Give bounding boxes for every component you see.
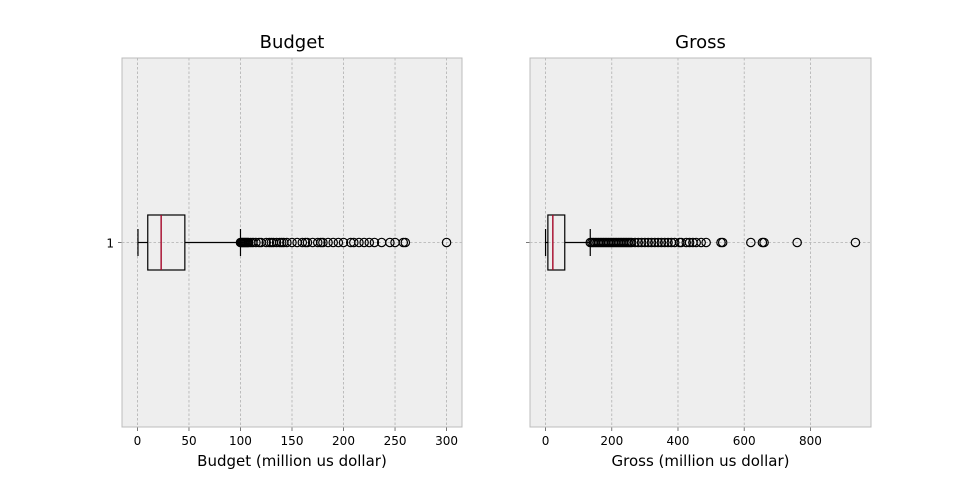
x-tick-label: 800	[799, 434, 822, 448]
x-axis-label: Budget (million us dollar)	[197, 452, 387, 470]
outlier-point	[669, 237, 680, 248]
outlier-point	[302, 237, 313, 248]
outlier-point	[646, 237, 657, 248]
outlier-point	[282, 237, 292, 248]
outlier-point	[650, 237, 660, 248]
outlier-point	[691, 237, 701, 248]
outlier-point	[640, 237, 650, 248]
iqr-box	[547, 214, 566, 271]
axes-frame	[121, 57, 463, 428]
outlier-point	[626, 237, 637, 248]
outlier-point	[659, 237, 670, 248]
outlier-point	[364, 237, 375, 248]
chart-title: Budget	[260, 32, 325, 53]
iqr-box	[147, 214, 186, 271]
outlier-point	[251, 237, 261, 248]
panel-budget: 0 50 100 150 200 250 300 1 Budget Budget (million…	[106, 32, 463, 470]
x-tick-label: 400	[667, 434, 690, 448]
outlier-point	[369, 237, 380, 248]
outlier-point	[333, 237, 344, 248]
outlier-point	[354, 237, 364, 248]
x-tick-label: 0	[542, 434, 550, 448]
outlier-point	[338, 237, 349, 248]
x-axis-label: Gross (million us dollar)	[612, 452, 790, 470]
outlier-point	[441, 237, 452, 248]
outlier-point	[656, 237, 667, 248]
outlier-point	[701, 237, 711, 248]
x-tick-label: 50	[181, 434, 196, 448]
outlier-point	[681, 237, 692, 248]
outlier-point	[696, 237, 706, 248]
outlier-point	[349, 237, 359, 248]
x-tick-label: 200	[600, 434, 623, 448]
x-tick-label: 150	[281, 434, 304, 448]
outlier-point	[261, 237, 272, 248]
x-tick-label: 0	[134, 434, 142, 448]
outlier-point	[323, 237, 333, 248]
outlier-point	[287, 237, 297, 248]
chart-title: Gross	[675, 32, 726, 53]
x-tick-label: 200	[332, 434, 355, 448]
outlier-point	[746, 237, 756, 248]
outlier-point	[850, 237, 861, 248]
outlier-point	[359, 237, 369, 248]
x-tick-label: 600	[733, 434, 756, 448]
outlier-point	[312, 237, 323, 248]
outlier-point	[297, 237, 308, 248]
outlier-point	[630, 237, 640, 248]
outlier-point	[385, 237, 395, 248]
outlier-point	[663, 237, 673, 248]
outlier-point	[328, 237, 339, 248]
outlier-point	[684, 237, 695, 248]
y-tick-label: 1	[106, 237, 114, 251]
panel-gross: 0 200 400 600 800 Gross Gross (million us doll…	[526, 32, 872, 470]
outlier-point	[633, 237, 644, 248]
outlier-point	[653, 237, 663, 248]
x-tick-label: 100	[229, 434, 252, 448]
outlier-point	[643, 237, 653, 248]
x-tick-label: 250	[384, 434, 407, 448]
outlier-point	[400, 237, 411, 248]
outlier-point	[318, 237, 328, 248]
outlier-point	[792, 237, 802, 248]
outlier-point	[717, 237, 728, 248]
axes-frame	[529, 57, 872, 428]
outlier-point	[271, 237, 282, 248]
x-tick-label: 300	[435, 434, 458, 448]
outlier-point	[759, 237, 769, 248]
outlier-point	[636, 237, 647, 248]
